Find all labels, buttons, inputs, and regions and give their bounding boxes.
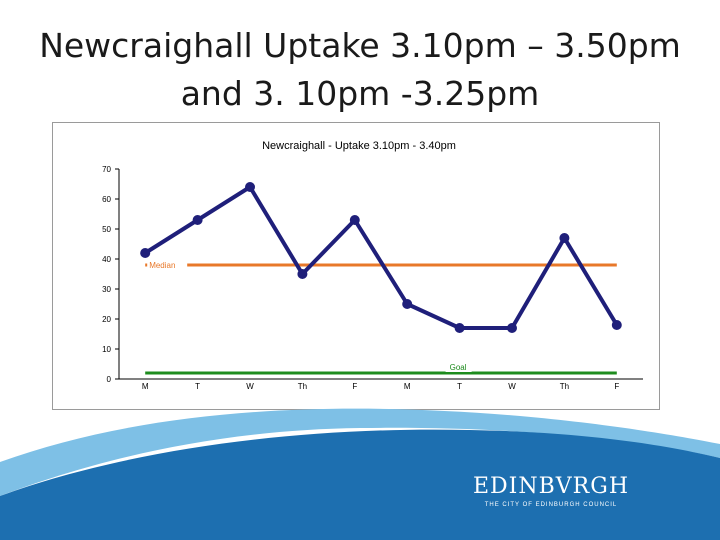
x-tick-label: F — [614, 382, 619, 391]
y-tick-label: 50 — [102, 225, 111, 234]
y-tick-label: 60 — [102, 195, 111, 204]
median-label: Median — [149, 261, 175, 270]
decorative-wave — [0, 408, 720, 540]
y-tick-label: 40 — [102, 255, 111, 264]
slide-title: Newcraighall Uptake 3.10pm – 3.50pm and … — [0, 22, 720, 118]
chart-frame: Newcraighall - Uptake 3.10pm - 3.40pm 0 1… — [52, 122, 660, 410]
wave-light-band — [0, 408, 720, 496]
data-point — [402, 299, 413, 309]
data-point — [192, 215, 203, 225]
x-tick-label: W — [246, 382, 254, 391]
y-tick-label: 0 — [107, 375, 112, 384]
slide-title-line-2: and 3. 10pm -3.25pm — [180, 74, 540, 113]
data-point — [559, 233, 570, 243]
wave-dark-band — [0, 429, 720, 540]
x-tick-label: M — [142, 382, 149, 391]
x-tick-label: Th — [298, 382, 307, 391]
logo-name: EDINBVRGH — [472, 474, 630, 499]
slide-title-line-1: Newcraighall Uptake 3.10pm – 3.50pm — [39, 26, 681, 65]
series-line — [144, 185, 619, 330]
chart-title: Newcraighall - Uptake 3.10pm - 3.40pm — [262, 140, 456, 152]
council-logo: EDINBVRGH THE CITY OF EDINBURGH COUNCIL — [466, 474, 636, 508]
data-point — [245, 182, 255, 192]
y-tick-label: 30 — [102, 285, 111, 294]
goal-label: Goal — [450, 363, 467, 372]
line-chart: Newcraighall - Uptake 3.10pm - 3.40pm 0 1… — [102, 140, 643, 391]
data-point — [454, 323, 465, 333]
data-point — [140, 248, 151, 258]
x-tick-label: T — [457, 382, 462, 391]
y-tick-label: 10 — [102, 345, 111, 354]
x-tick-label: W — [508, 382, 516, 391]
y-tick-label: 20 — [102, 315, 111, 324]
y-tick-label: 70 — [102, 165, 111, 174]
median-label-bg — [147, 261, 188, 270]
data-point — [297, 269, 308, 279]
x-tick-label: F — [352, 382, 357, 391]
logo-subtitle: THE CITY OF EDINBURGH COUNCIL — [484, 502, 618, 508]
data-point — [349, 215, 360, 225]
x-tick-label: T — [195, 382, 200, 391]
x-tick-label: Th — [560, 382, 569, 391]
x-tick-label: M — [404, 382, 411, 391]
goal-label-bg — [445, 363, 472, 372]
data-point — [507, 323, 517, 333]
data-point — [611, 320, 622, 330]
